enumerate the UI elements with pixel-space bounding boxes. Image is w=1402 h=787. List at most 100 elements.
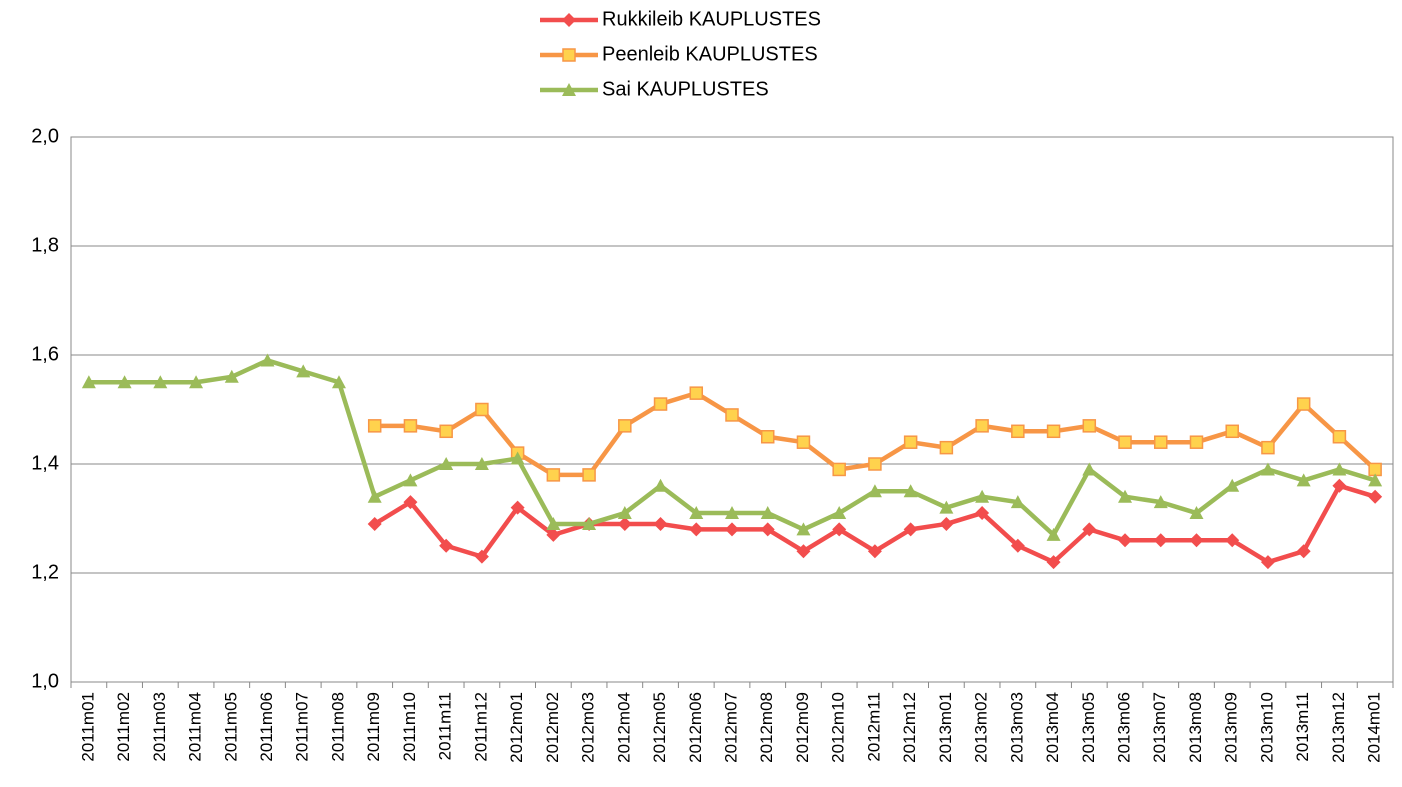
legend-marker — [562, 48, 576, 62]
marker — [403, 419, 418, 433]
marker — [1225, 533, 1240, 548]
marker — [903, 522, 918, 537]
series — [367, 478, 1383, 570]
x-tick-label: 2013m02 — [972, 692, 991, 763]
marker — [582, 516, 597, 530]
marker — [725, 522, 739, 537]
marker — [403, 473, 418, 487]
marker — [1082, 522, 1097, 537]
x-tick-label: 2013m11 — [1293, 692, 1312, 762]
marker — [1296, 544, 1311, 559]
marker — [510, 500, 525, 515]
x-tick-label: 2012m11 — [864, 692, 883, 762]
marker — [653, 478, 668, 492]
marker — [546, 527, 561, 542]
x-tick-label: 2012m08 — [757, 692, 776, 763]
x-tick-label: 2012m10 — [829, 692, 848, 763]
marker — [725, 506, 739, 520]
marker — [1189, 533, 1204, 548]
y-tick-label: 1,4 — [31, 452, 59, 474]
marker — [1118, 533, 1133, 548]
x-tick-label: 2011m06 — [257, 692, 276, 762]
marker — [1082, 462, 1097, 476]
marker — [260, 353, 275, 367]
x-tick-label: 2011m11 — [436, 692, 455, 760]
marker — [760, 522, 775, 537]
x-tick-label: 2012m09 — [793, 692, 812, 763]
x-tick-label: 2011m07 — [293, 692, 312, 762]
y-tick-label: 2,0 — [31, 125, 59, 147]
marker — [1046, 424, 1061, 439]
marker — [1260, 462, 1275, 476]
marker — [510, 451, 525, 465]
marker — [868, 457, 882, 471]
series — [367, 386, 1382, 482]
marker — [1153, 495, 1168, 509]
marker — [939, 500, 954, 514]
marker — [439, 424, 453, 439]
marker — [653, 397, 668, 411]
marker — [1189, 435, 1204, 449]
marker — [1261, 440, 1275, 455]
marker — [939, 516, 954, 531]
marker — [1225, 424, 1239, 439]
x-tick-label: 2013m03 — [1007, 692, 1026, 763]
x-tick-label: 2012m02 — [543, 692, 562, 763]
marker — [1082, 419, 1097, 433]
marker — [474, 457, 489, 470]
y-tick-label: 1,0 — [31, 670, 59, 692]
x-tick-label: 2011m08 — [328, 692, 347, 762]
x-tick-label: 2011m05 — [221, 692, 240, 762]
marker — [975, 419, 989, 433]
y-tick-label: 1,2 — [31, 561, 59, 583]
legend-label: Rukkileib KAUPLUSTES — [602, 8, 821, 30]
marker — [1332, 462, 1347, 476]
marker — [1296, 397, 1311, 411]
x-tick-label: 2013m05 — [1079, 692, 1098, 763]
marker — [903, 435, 918, 449]
y-tick-label: 1,8 — [31, 234, 59, 256]
legend-label: Sai KAUPLUSTES — [602, 78, 769, 100]
marker — [331, 375, 346, 389]
marker — [796, 544, 811, 559]
marker — [403, 495, 418, 510]
marker — [689, 386, 704, 400]
marker — [1225, 478, 1240, 492]
x-tick-label: 2011m01 — [78, 692, 97, 762]
x-tick-label: 2012m01 — [507, 692, 526, 763]
marker — [617, 516, 632, 531]
x-tick-label: 2013m01 — [936, 692, 955, 763]
marker — [117, 375, 132, 389]
marker — [689, 506, 704, 520]
x-tick-label: 2012m04 — [614, 692, 633, 763]
marker — [796, 435, 811, 449]
marker — [153, 375, 168, 389]
marker — [367, 516, 382, 531]
x-tick-label: 2012m05 — [650, 692, 669, 763]
marker — [1046, 555, 1061, 570]
marker — [832, 506, 847, 520]
marker — [617, 506, 632, 520]
y-tick-label: 1,6 — [31, 343, 59, 365]
marker — [760, 506, 775, 520]
marker — [975, 489, 990, 503]
marker — [867, 484, 882, 498]
marker — [1153, 533, 1168, 548]
marker — [832, 462, 846, 477]
marker — [618, 419, 632, 433]
marker — [1118, 435, 1132, 449]
x-tick-label: 2014m01 — [1365, 692, 1384, 763]
series — [81, 353, 1383, 541]
marker — [367, 489, 382, 503]
marker — [796, 522, 811, 536]
x-tick-label: 2011m04 — [186, 692, 205, 762]
marker — [975, 506, 990, 521]
x-tick-label: 2012m07 — [721, 692, 740, 763]
x-tick-label: 2013m06 — [1115, 692, 1134, 763]
marker — [475, 402, 489, 417]
marker — [1154, 435, 1168, 449]
legend-label: Peenleib KAUPLUSTES — [602, 43, 818, 65]
marker — [1332, 478, 1347, 493]
x-tick-label: 2012m03 — [579, 692, 598, 763]
